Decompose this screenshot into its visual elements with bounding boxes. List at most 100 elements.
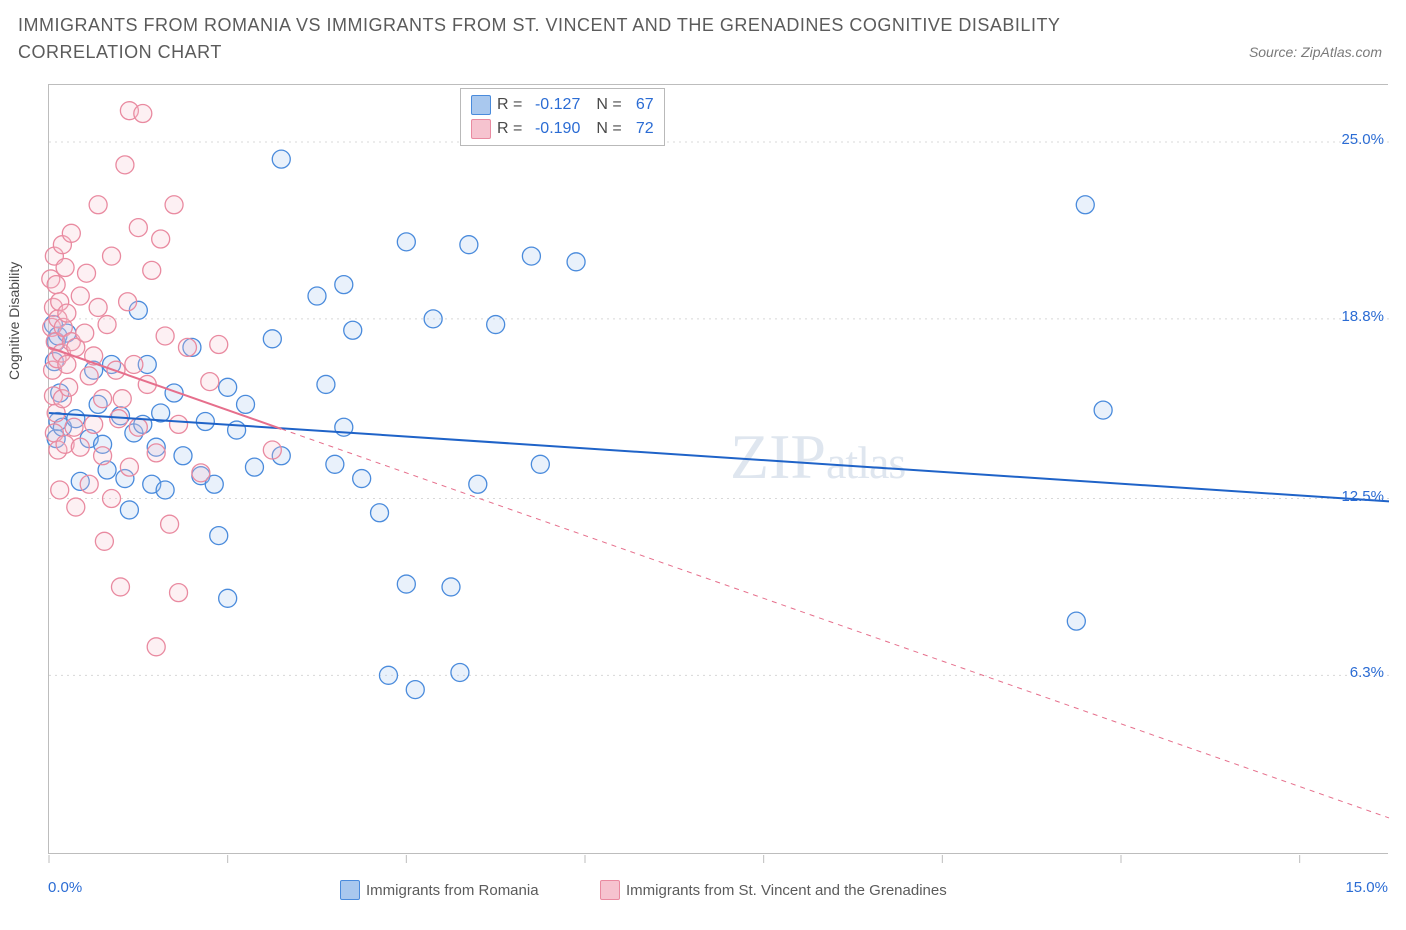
point-svg xyxy=(210,336,228,354)
y-axis-label: Cognitive Disability xyxy=(6,262,22,380)
point-romania xyxy=(451,663,469,681)
point-svg xyxy=(119,293,137,311)
point-svg xyxy=(89,298,107,316)
point-romania xyxy=(263,330,281,348)
point-svg xyxy=(192,464,210,482)
stat-row-svg: R = -0.190 N = 72 xyxy=(471,117,654,141)
point-romania xyxy=(371,504,389,522)
point-svg xyxy=(62,224,80,242)
swatch-svg xyxy=(471,119,491,139)
point-romania xyxy=(237,395,255,413)
point-romania xyxy=(397,575,415,593)
trendline-romania xyxy=(49,413,1389,501)
point-romania xyxy=(174,447,192,465)
point-romania xyxy=(379,666,397,684)
point-svg xyxy=(147,444,165,462)
swatch-romania xyxy=(471,95,491,115)
point-svg xyxy=(143,261,161,279)
point-svg xyxy=(76,324,94,342)
r-value-romania: -0.127 xyxy=(528,96,580,114)
trendline-ext-svg xyxy=(281,429,1389,818)
point-romania xyxy=(1076,196,1094,214)
point-romania xyxy=(228,421,246,439)
point-romania xyxy=(335,276,353,294)
point-romania xyxy=(326,455,344,473)
legend-swatch-svg xyxy=(600,880,620,900)
n-value-svg: 72 xyxy=(628,120,654,138)
point-romania xyxy=(469,475,487,493)
point-svg xyxy=(170,415,188,433)
x-axis-max-label: 15.0% xyxy=(1345,879,1388,896)
point-svg xyxy=(201,373,219,391)
point-romania xyxy=(317,375,335,393)
legend-item-svg: Immigrants from St. Vincent and the Gren… xyxy=(600,880,947,900)
y-tick-label: 12.5% xyxy=(1341,488,1384,505)
point-svg xyxy=(120,458,138,476)
point-svg xyxy=(134,105,152,123)
point-romania xyxy=(424,310,442,328)
point-romania xyxy=(442,578,460,596)
point-svg xyxy=(80,367,98,385)
point-svg xyxy=(111,578,129,596)
point-svg xyxy=(58,355,76,373)
y-tick-label: 18.8% xyxy=(1341,308,1384,325)
point-svg xyxy=(47,276,65,294)
stat-row-romania: R = -0.127 N = 67 xyxy=(471,93,654,117)
point-romania xyxy=(522,247,540,265)
point-romania xyxy=(353,470,371,488)
point-romania xyxy=(272,150,290,168)
r-value-svg: -0.190 xyxy=(528,120,580,138)
point-svg xyxy=(71,287,89,305)
point-svg xyxy=(170,584,188,602)
point-svg xyxy=(78,264,96,282)
correlation-stats-box: R = -0.127 N = 67 R = -0.190 N = 72 xyxy=(460,88,665,146)
point-svg xyxy=(94,447,112,465)
point-romania xyxy=(245,458,263,476)
point-svg xyxy=(85,415,103,433)
point-romania xyxy=(1067,612,1085,630)
point-romania xyxy=(460,236,478,254)
point-svg xyxy=(89,196,107,214)
point-svg xyxy=(178,338,196,356)
point-romania xyxy=(1094,401,1112,419)
point-romania xyxy=(120,501,138,519)
point-svg xyxy=(51,481,69,499)
point-svg xyxy=(67,498,85,516)
point-svg xyxy=(60,378,78,396)
chart-title: IMMIGRANTS FROM ROMANIA VS IMMIGRANTS FR… xyxy=(18,12,1118,66)
point-romania xyxy=(531,455,549,473)
point-svg xyxy=(71,438,89,456)
x-axis-min-label: 0.0% xyxy=(48,879,82,896)
point-svg xyxy=(116,156,134,174)
point-romania xyxy=(567,253,585,271)
point-svg xyxy=(56,259,74,277)
point-svg xyxy=(156,327,174,345)
point-romania xyxy=(487,316,505,334)
n-value-romania: 67 xyxy=(628,96,654,114)
point-svg xyxy=(98,316,116,334)
point-svg xyxy=(113,390,131,408)
legend-swatch-romania xyxy=(340,880,360,900)
legend-item-romania: Immigrants from Romania xyxy=(340,880,539,900)
legend-label-romania: Immigrants from Romania xyxy=(366,882,539,899)
point-svg xyxy=(125,355,143,373)
plot-area xyxy=(48,84,1388,854)
point-svg xyxy=(103,490,121,508)
point-romania xyxy=(156,481,174,499)
point-romania xyxy=(344,321,362,339)
legend-label-svg: Immigrants from St. Vincent and the Gren… xyxy=(626,882,947,899)
point-romania xyxy=(219,589,237,607)
point-svg xyxy=(58,304,76,322)
point-svg xyxy=(147,638,165,656)
point-romania xyxy=(308,287,326,305)
point-svg xyxy=(161,515,179,533)
point-romania xyxy=(406,681,424,699)
point-svg xyxy=(65,418,83,436)
point-romania xyxy=(196,413,214,431)
point-svg xyxy=(129,418,147,436)
point-romania xyxy=(397,233,415,251)
y-tick-label: 6.3% xyxy=(1350,664,1384,681)
point-svg xyxy=(152,230,170,248)
point-svg xyxy=(95,532,113,550)
point-svg xyxy=(129,219,147,237)
